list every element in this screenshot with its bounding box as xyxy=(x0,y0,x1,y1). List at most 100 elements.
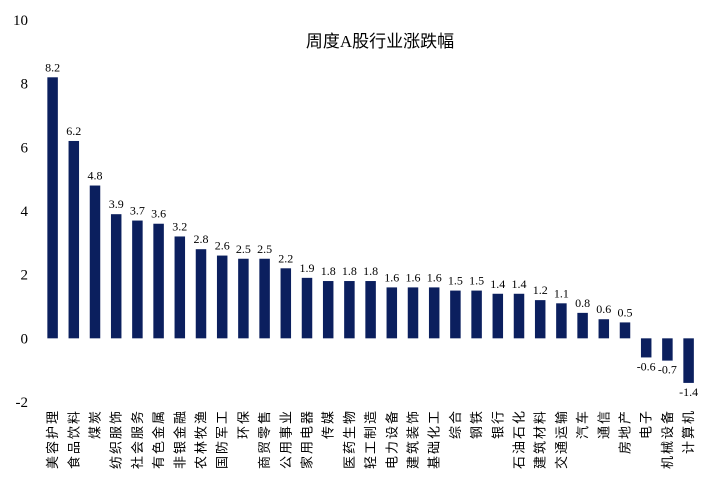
y-axis-ticks: -2 0 2 4 6 8 10 xyxy=(13,13,29,411)
data-label: 3.7 xyxy=(130,204,145,218)
bar xyxy=(132,220,143,339)
data-label: 2.8 xyxy=(194,232,209,246)
y-tick-label: 4 xyxy=(21,204,29,220)
x-tick-label: 建筑装饰 xyxy=(406,409,421,469)
data-label: 3.9 xyxy=(109,197,124,211)
x-axis-labels: 美容护理 食品饮料 煤炭 纺织服饰 社会服务 有色金属 非银金融 农林牧渔 国防军工 环保 商贸零售… xyxy=(45,409,696,469)
x-tick-label: 有色金属 xyxy=(151,409,166,469)
y-tick-label: 10 xyxy=(13,13,28,29)
data-label: -1.4 xyxy=(679,385,698,399)
x-tick-label: 交通运输 xyxy=(554,409,569,469)
y-tick-label: -2 xyxy=(16,395,29,411)
bar xyxy=(259,258,270,339)
data-label: 3.2 xyxy=(172,219,187,233)
bar xyxy=(68,140,80,339)
x-tick-label: 计算机 xyxy=(681,409,696,454)
bar xyxy=(280,268,292,339)
bar xyxy=(471,290,482,339)
x-tick-label: 电子 xyxy=(639,409,654,439)
bar xyxy=(216,255,228,339)
bar xyxy=(492,293,504,339)
bar xyxy=(577,312,588,339)
x-tick-label: 建筑材料 xyxy=(533,409,548,469)
x-tick-label: 农林牧渔 xyxy=(194,409,209,469)
bar xyxy=(640,338,652,358)
y-tick-label: 0 xyxy=(21,331,29,347)
x-tick-label: 综合 xyxy=(448,409,463,439)
data-label: 1.6 xyxy=(384,270,399,284)
x-tick-label: 钢铁 xyxy=(469,409,484,439)
data-label: 1.8 xyxy=(342,264,357,278)
bar xyxy=(47,77,58,339)
bar xyxy=(195,249,207,339)
data-label: 0.5 xyxy=(618,305,633,319)
bar xyxy=(534,300,546,339)
bar xyxy=(386,287,398,339)
data-label: 2.2 xyxy=(278,251,293,265)
y-tick-label: 6 xyxy=(21,140,29,156)
data-label: 1.4 xyxy=(512,277,527,291)
y-tick-label: 2 xyxy=(21,268,29,284)
data-label: 1.2 xyxy=(533,283,548,297)
bar xyxy=(428,287,440,339)
x-tick-label: 石油石化 xyxy=(512,409,527,469)
x-tick-label: 食品饮料 xyxy=(66,409,81,469)
bar xyxy=(153,223,164,339)
data-label: 8.2 xyxy=(45,60,60,74)
bar xyxy=(89,185,101,339)
data-labels: 8.2 6.2 4.8 3.9 3.7 3.6 3.2 2.8 2.6 2.5 2.5 2.2 1.9 1… xyxy=(45,60,698,399)
x-tick-label: 银行 xyxy=(490,409,505,439)
x-tick-label: 美容护理 xyxy=(45,409,60,469)
x-tick-label: 公用事业 xyxy=(278,409,293,469)
x-tick-label: 轻工制造 xyxy=(363,409,378,469)
data-label: 2.5 xyxy=(257,242,272,256)
x-tick-label: 传媒 xyxy=(321,409,336,439)
x-tick-label: 家用电器 xyxy=(300,409,315,469)
bar xyxy=(344,281,355,339)
bar xyxy=(683,338,694,383)
x-tick-label: 汽车 xyxy=(575,409,590,439)
data-label: 1.6 xyxy=(427,270,442,284)
x-tick-label: 纺织服饰 xyxy=(109,409,124,469)
x-tick-label: 机械设备 xyxy=(660,409,675,469)
x-tick-label: 房地产 xyxy=(618,409,633,454)
bar xyxy=(322,281,334,339)
x-tick-label: 社会服务 xyxy=(130,409,145,469)
bar xyxy=(598,319,610,339)
data-label: 1.5 xyxy=(448,274,463,288)
bar xyxy=(662,338,673,361)
x-tick-label: 商贸零售 xyxy=(257,409,272,469)
data-label: 1.1 xyxy=(554,286,569,300)
bar xyxy=(174,236,186,339)
data-label: 1.4 xyxy=(490,277,505,291)
x-tick-label: 医药生物 xyxy=(342,409,357,469)
data-label: 1.8 xyxy=(321,264,336,278)
x-tick-label: 非银金融 xyxy=(172,409,187,469)
data-label: 1.8 xyxy=(363,264,378,278)
bar xyxy=(301,277,313,339)
bar xyxy=(513,293,525,339)
x-tick-label: 国防军工 xyxy=(215,409,230,469)
data-label: -0.7 xyxy=(658,363,677,377)
x-tick-label: 基础化工 xyxy=(427,409,442,469)
bar xyxy=(365,281,376,339)
bar xyxy=(556,303,567,339)
data-label: 0.8 xyxy=(575,296,590,310)
y-tick-label: 8 xyxy=(21,77,29,93)
data-label: 1.9 xyxy=(300,261,315,275)
data-label: 3.6 xyxy=(151,207,166,221)
bar xyxy=(238,258,249,339)
data-label: -0.6 xyxy=(637,359,656,373)
data-label: 4.8 xyxy=(88,169,103,183)
x-tick-label: 煤炭 xyxy=(88,409,103,439)
data-label: 6.2 xyxy=(66,124,81,138)
data-label: 1.5 xyxy=(469,274,484,288)
data-label: 2.6 xyxy=(215,239,230,253)
bar xyxy=(450,290,461,339)
bar xyxy=(619,322,631,339)
x-tick-label: 通信 xyxy=(596,409,611,439)
data-label: 1.6 xyxy=(406,270,421,284)
bar xyxy=(110,214,122,339)
